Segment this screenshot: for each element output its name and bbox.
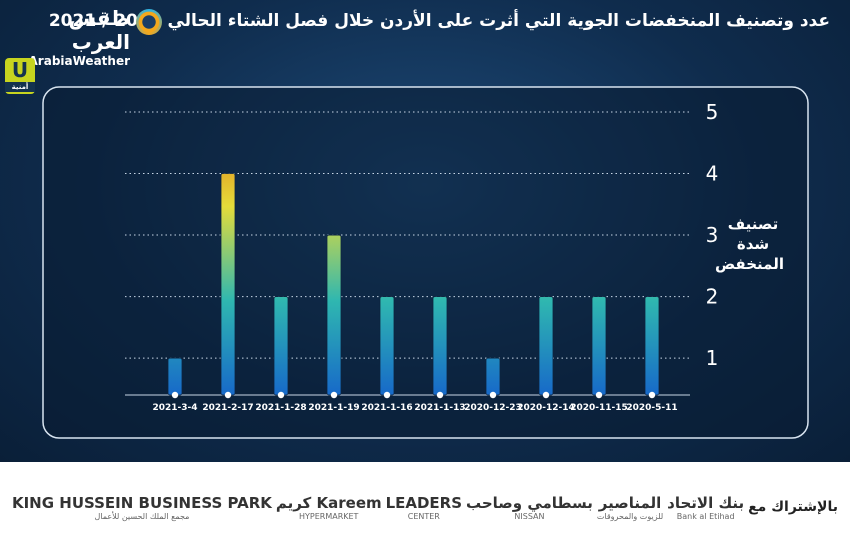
bar [432, 296, 448, 396]
bar [220, 173, 236, 396]
bar [379, 296, 395, 396]
bar [591, 296, 607, 396]
bar-base-dot [330, 391, 338, 399]
bar-base-dot [277, 391, 285, 399]
bar [538, 296, 554, 396]
sponsor-sub: NISSAN [514, 511, 545, 521]
y-axis-label: تصنيف شدة المنخفض [714, 215, 784, 273]
sponsor-logo-mark: U [11, 58, 29, 82]
bar [273, 296, 289, 396]
bar-base-dot [489, 391, 497, 399]
bar-base-dot [171, 391, 179, 399]
bar-base-dot [383, 391, 391, 399]
brand-en: ArabiaWeather [28, 54, 130, 68]
sponsor: بنك الاتحاد Bank al Etihad [667, 494, 744, 521]
bar-base-dot [224, 391, 232, 399]
x-tick-label: 2021-1-16 [361, 403, 412, 413]
x-tick-label: 2021-1-28 [255, 403, 306, 413]
x-tick-label: 2020-5-11 [626, 403, 677, 413]
sponsors: بالإشتراك مع بنك الاتحاد Bank al Etihad ال… [0, 462, 850, 552]
x-tick-label: 2021-3-4 [152, 403, 197, 413]
chart: 1 2 3 4 5 2021-3-4 2021-2-17 2021-1-28 2021-1-19… [42, 86, 809, 439]
sponsors-label: بالإشتراك مع [748, 499, 838, 515]
sponsor-name: كريم Kareem [275, 493, 382, 512]
sponsor-name: بسطامي وصاحب [465, 493, 593, 512]
y-tick-label: 1 [706, 346, 719, 370]
y-tick-label: 5 [706, 100, 719, 124]
sponsor: كريم Kareem HYPERMARKET [276, 494, 382, 521]
x-tick-label: 2020-12-23 [464, 403, 522, 413]
bar-base-dot [648, 391, 656, 399]
brand: طقس العرب ArabiaWeather [12, 6, 130, 68]
chart-panel [42, 86, 809, 439]
bar-base-dot [436, 391, 444, 399]
x-tick-label: 2020-12-14 [517, 403, 575, 413]
x-tick-label: 2021-1-13 [414, 403, 465, 413]
sponsor-sub: HYPERMARKET [298, 511, 359, 521]
x-tick-label: 2021-1-19 [308, 403, 359, 413]
sponsor-name: بنك الاتحاد [667, 493, 745, 512]
sponsor-sub: للزيوت والمحروقات [596, 511, 664, 521]
x-tick-label: 2021-2-17 [202, 403, 253, 413]
sponsor: بسطامي وصاحب NISSAN [466, 494, 593, 521]
sponsor-logo-sub: أمنية [5, 82, 35, 92]
bar-base-dot [542, 391, 550, 399]
y-tick-label: 3 [706, 223, 719, 247]
sponsor-sub: Bank al Etihad [676, 511, 735, 521]
bar-base-dot [595, 391, 603, 399]
bar [326, 234, 342, 396]
bar [644, 296, 660, 396]
brand-icon [136, 9, 162, 35]
bar [167, 357, 183, 396]
sponsor-logo: U أمنية [5, 58, 35, 94]
sponsor-sub: CENTER [407, 511, 440, 521]
sponsor-name: KING HUSSEIN BUSINESS PARK [11, 493, 272, 512]
x-tick-label: 2020-11-15 [570, 403, 628, 413]
brand-ar: طقس العرب [68, 6, 130, 54]
sponsor: KING HUSSEIN BUSINESS PARK مجمع الملك الح… [12, 494, 272, 521]
sponsor: LEADERS CENTER [386, 494, 462, 521]
sponsor-name: المناصير [598, 493, 662, 512]
sponsor-sub: مجمع الملك الحسين للأعمال [94, 511, 190, 521]
title: عدد وتصنيف المنخفضات الجوية التي أثرت عل… [48, 11, 830, 31]
sponsor: المناصير للزيوت والمحروقات [597, 494, 663, 521]
y-tick-label: 2 [706, 285, 719, 309]
sponsor-name: LEADERS [385, 493, 463, 512]
y-tick-label: 4 [706, 162, 719, 186]
bar [485, 357, 501, 396]
